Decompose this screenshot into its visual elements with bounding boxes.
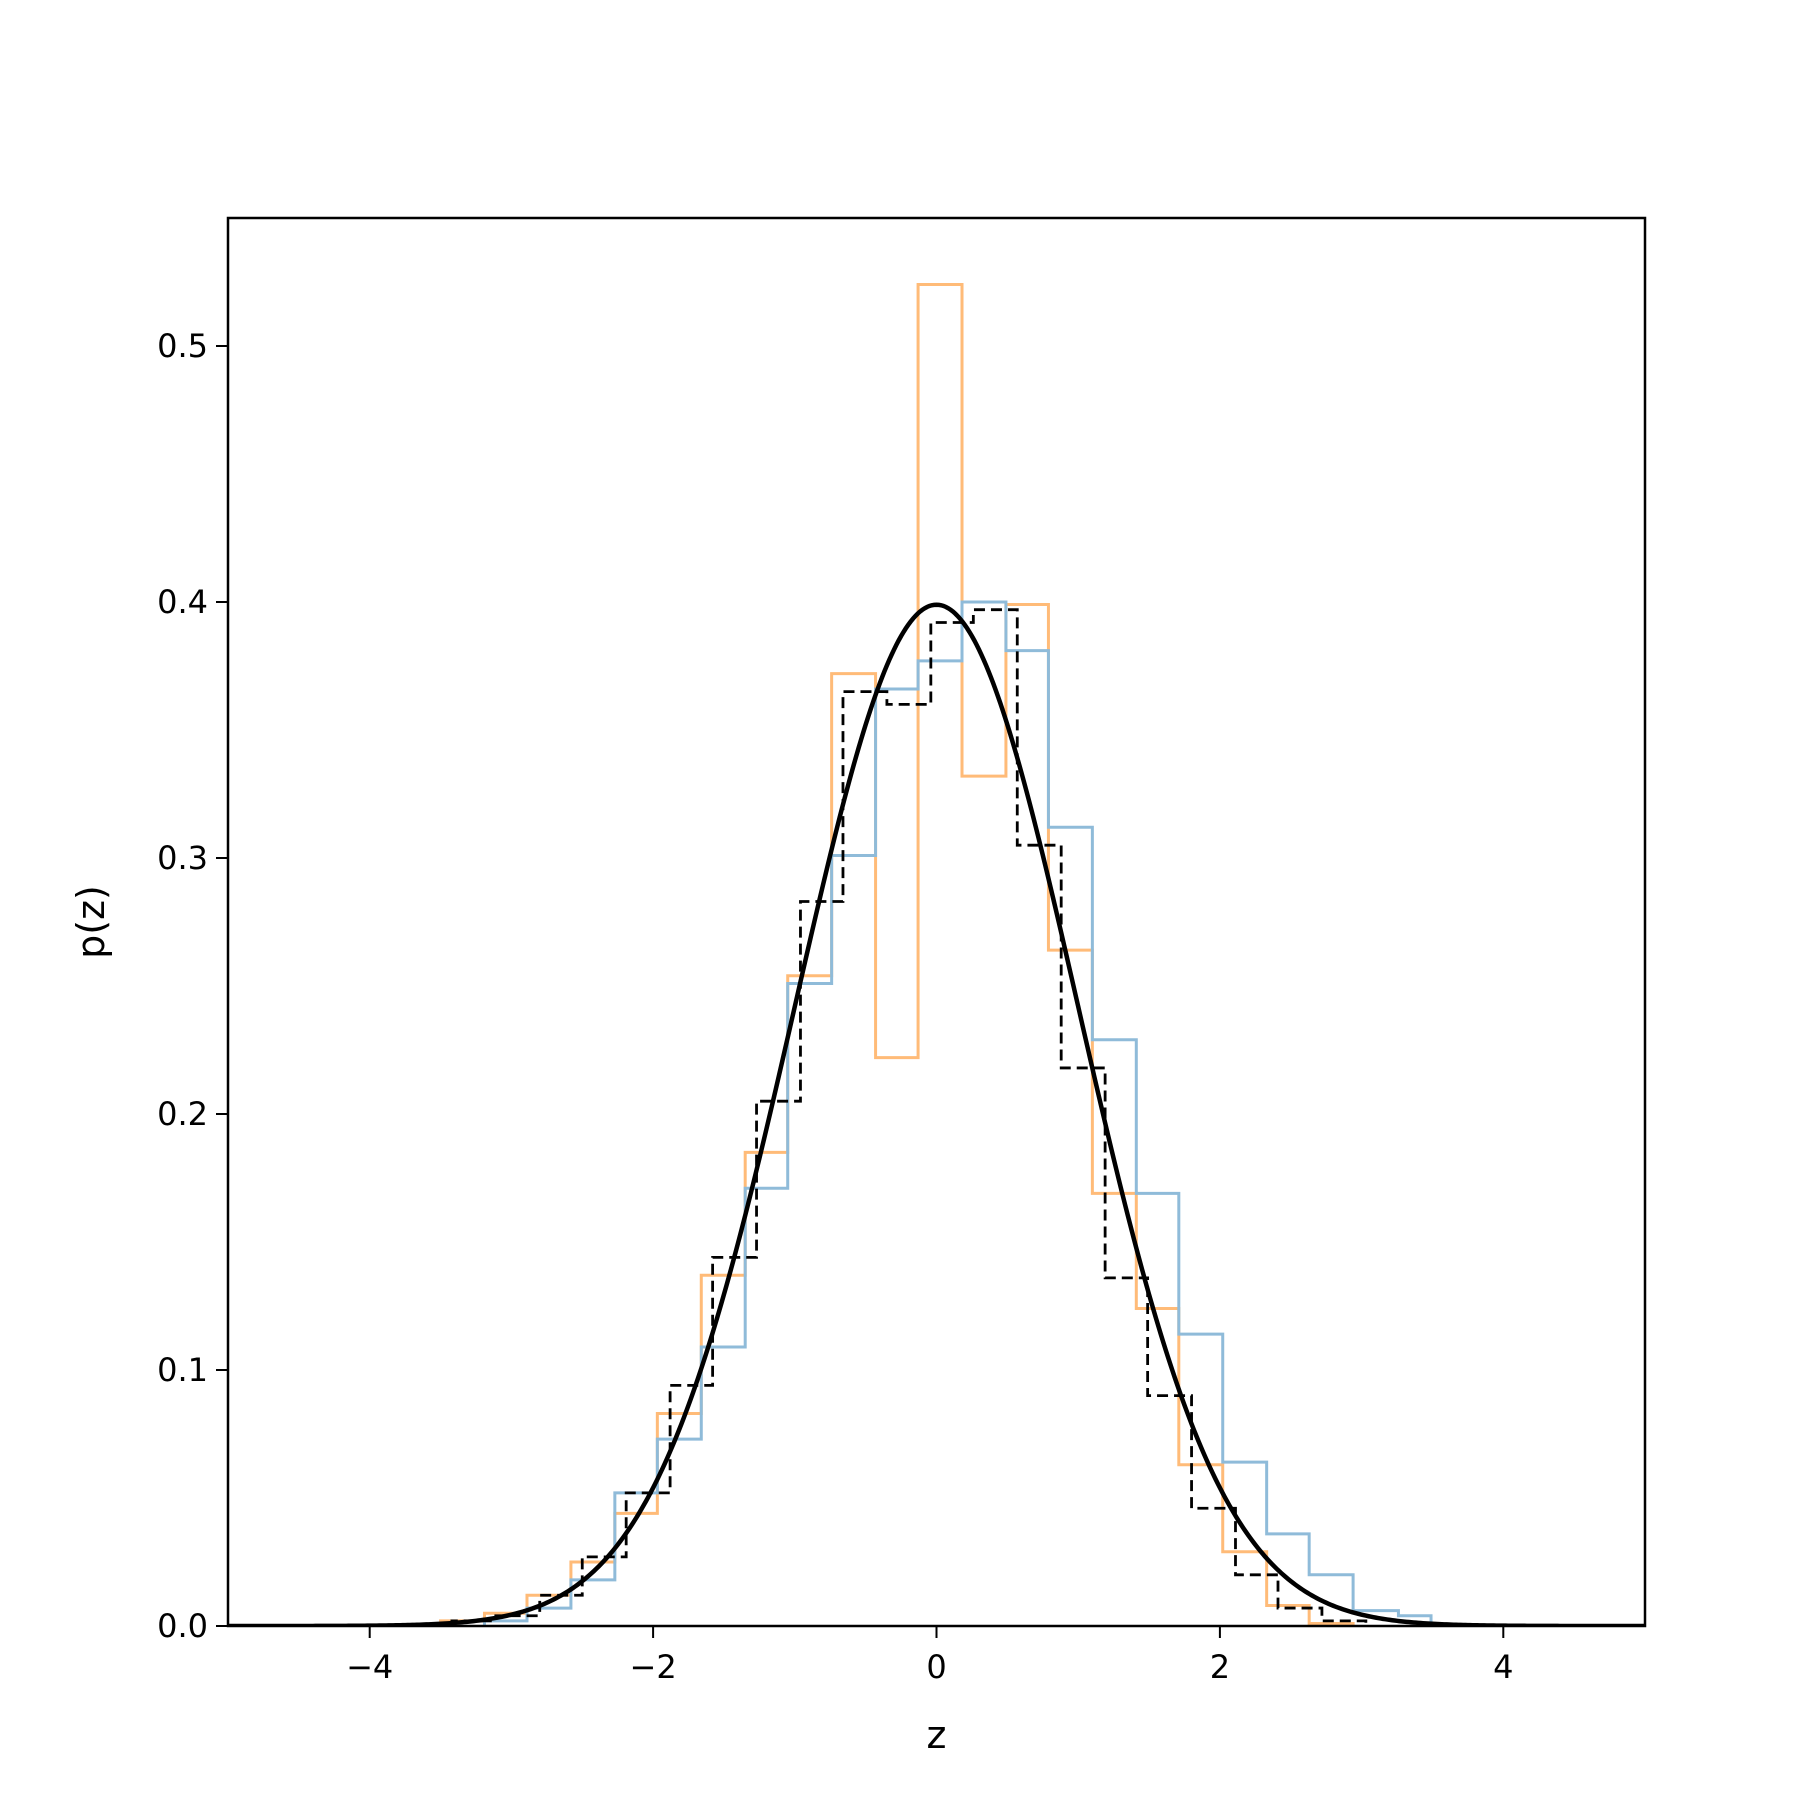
y-tick-label: 0.1 bbox=[157, 1351, 208, 1389]
x-tick-label: 2 bbox=[1210, 1648, 1230, 1686]
y-tick-label: 0.3 bbox=[157, 839, 208, 877]
y-axis-label: p(z) bbox=[69, 885, 113, 959]
x-axis-label: z bbox=[927, 1713, 947, 1757]
x-tick-label: 4 bbox=[1493, 1648, 1513, 1686]
normal-pdf-curve bbox=[228, 602, 1645, 1626]
histogram-black-dashed bbox=[450, 608, 1368, 1626]
y-tick-label: 0.4 bbox=[157, 583, 208, 621]
plot-area bbox=[228, 283, 1645, 1626]
y-tick-label: 0.0 bbox=[157, 1607, 208, 1645]
x-axis: −4 −2 0 2 4 bbox=[346, 1626, 1513, 1686]
x-tick-label: −4 bbox=[346, 1648, 393, 1686]
series-layer bbox=[228, 283, 1645, 1626]
histogram-blue bbox=[482, 600, 1433, 1626]
x-tick-label: 0 bbox=[926, 1648, 946, 1686]
x-tick-label: −2 bbox=[630, 1648, 677, 1686]
histogram-orange bbox=[439, 283, 1355, 1626]
axes-frame bbox=[226, 216, 1647, 1628]
y-tick-label: 0.5 bbox=[157, 327, 208, 365]
y-axis: 0.0 0.1 0.2 0.3 0.4 0.5 bbox=[157, 327, 228, 1645]
y-tick-label: 0.2 bbox=[157, 1095, 208, 1133]
